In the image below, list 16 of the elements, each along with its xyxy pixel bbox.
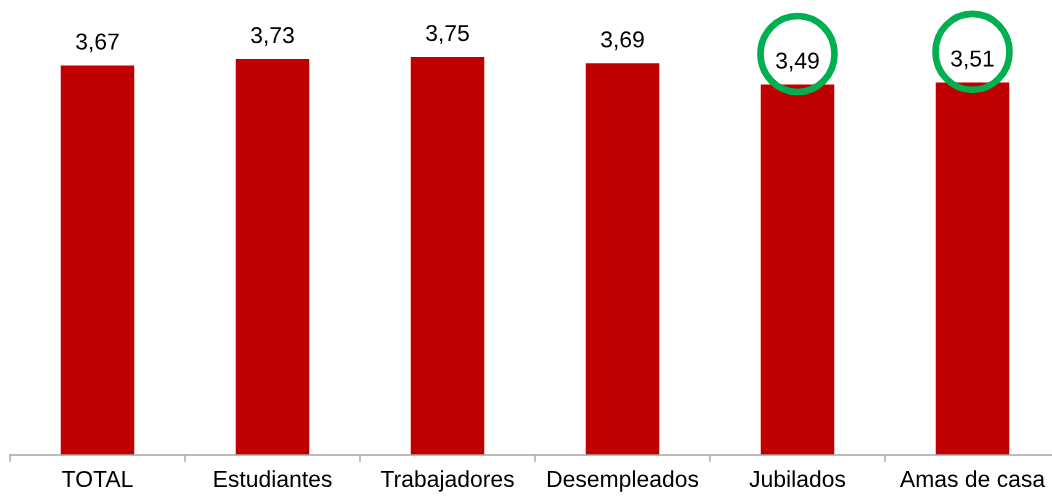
- x-tick-label: Jubilados: [749, 470, 846, 488]
- x-tick-label: Amas de casa: [899, 470, 1046, 488]
- x-tick-label: Estudiantes: [214, 470, 332, 488]
- x-tick-label: TOTAL: [62, 470, 133, 488]
- bar: [60, 65, 135, 455]
- x-tick-label: Desempleados: [547, 470, 699, 492]
- data-label: 3,49: [776, 52, 819, 72]
- data-label: 3,67: [76, 33, 119, 53]
- data-label: 3,75: [426, 24, 469, 44]
- bar: [410, 56, 485, 455]
- data-label: 3,69: [601, 31, 644, 51]
- bar: [585, 63, 660, 455]
- x-tick-label: Trabajadores: [380, 470, 514, 492]
- bar: [235, 59, 310, 455]
- data-label: 3,51: [951, 50, 994, 70]
- data-label: 3,73: [251, 27, 294, 46]
